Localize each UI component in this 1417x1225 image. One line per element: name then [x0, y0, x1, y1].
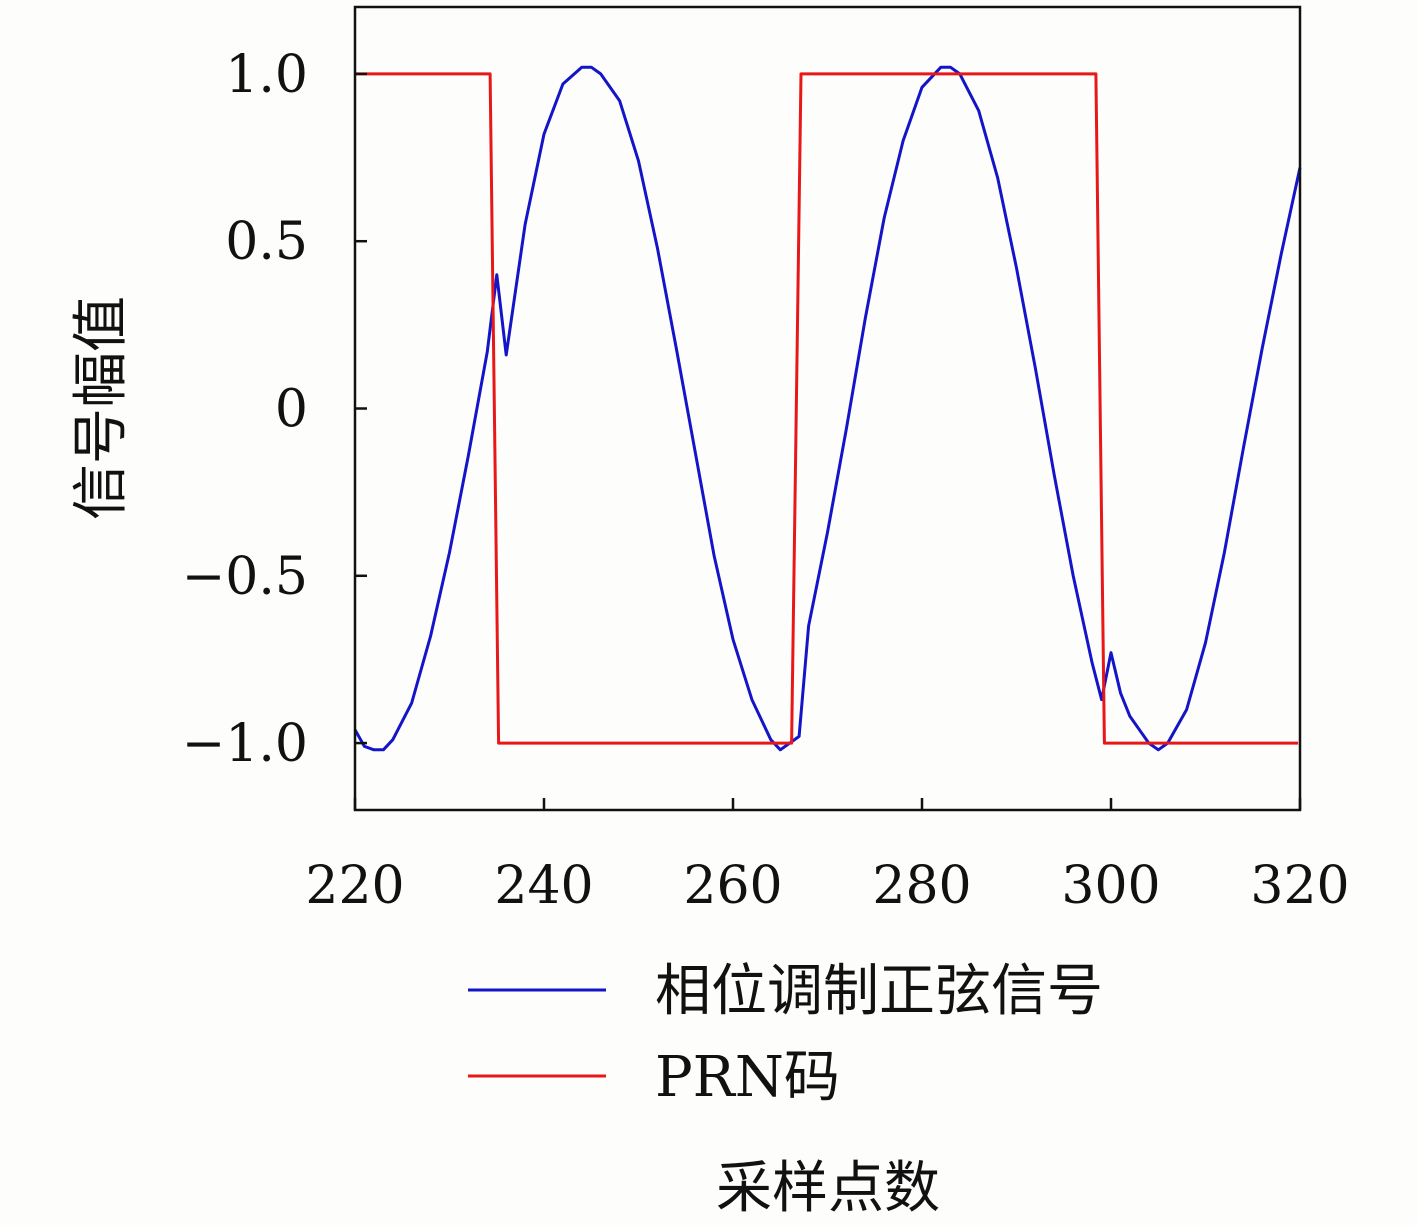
x-axis-label: 采样点数 — [716, 1156, 940, 1221]
y-tick-label: 0 — [275, 380, 308, 440]
x-tick-label: 240 — [494, 856, 593, 916]
series-layer — [353, 65, 1302, 752]
y-axis-label: 信号幅值 — [69, 296, 134, 520]
x-tick-label: 320 — [1250, 856, 1349, 916]
legend-label-prn: PRN码 — [655, 1045, 840, 1110]
series-line-prn — [355, 72, 1299, 745]
x-tick-label: 220 — [305, 856, 404, 916]
series-line-sine — [353, 65, 1302, 752]
legend: 相位调制正弦信号 PRN码 — [468, 959, 1103, 1110]
y-tick-label: 0.5 — [225, 212, 308, 272]
y-tick-label: −0.5 — [182, 547, 308, 607]
x-tick-label: 300 — [1061, 856, 1160, 916]
ticks-layer: 220 240 260 280 300 320 −1.0 −0.5 0 0.5 1.0 — [182, 45, 1350, 916]
x-tick-label: 260 — [683, 856, 782, 916]
legend-label-sine: 相位调制正弦信号 — [655, 959, 1103, 1024]
y-tick-label: 1.0 — [225, 45, 308, 105]
y-tick-label: −1.0 — [182, 714, 308, 774]
x-tick-label: 280 — [872, 856, 971, 916]
